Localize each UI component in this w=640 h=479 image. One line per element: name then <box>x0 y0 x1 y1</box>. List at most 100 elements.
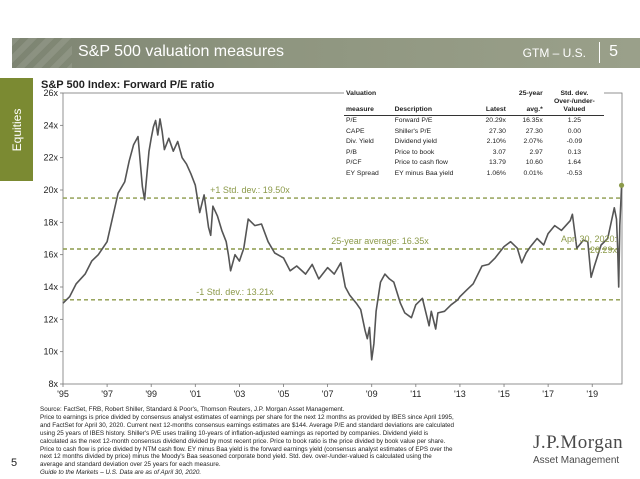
footnote-line: calculated as the next 12-month consensu… <box>40 437 446 445</box>
cell-latest: 3.07 <box>492 148 506 156</box>
footnote-line: Source: FactSet, FRB, Robert Shiller, St… <box>40 406 345 413</box>
cell-latest: 2.10% <box>486 138 506 145</box>
latest-point <box>618 182 625 188</box>
th-measure-1: Valuation <box>346 90 377 97</box>
cell-description: Price to book <box>394 148 435 156</box>
x-tick-label: '09 <box>366 389 378 399</box>
y-tick-label: 24x <box>43 120 58 130</box>
series-label: GTM – U.S. <box>522 46 586 60</box>
x-tick-label: '97 <box>101 389 113 399</box>
footnote-line: Price to earnings is price divided by co… <box>40 413 454 421</box>
header-divider <box>599 42 600 63</box>
reference-line-label: -1 Std. dev.: 13.21x <box>196 287 274 297</box>
reference-line-label: 25-year average: 16.35x <box>331 236 429 246</box>
cell-avg: 2.97 <box>529 148 543 156</box>
table-row: P/B Price to book 3.07 2.97 0.13 <box>344 148 604 159</box>
table-row: EY Spread EY minus Baa yield 1.06% 0.01% -0.… <box>344 169 604 180</box>
cell-measure: Div. Yield <box>346 138 374 145</box>
x-tick-label: '17 <box>542 389 554 399</box>
cell-description: Price to cash flow <box>394 159 448 166</box>
footnote-line: Price to cash flow is price divided by N… <box>40 445 453 453</box>
y-tick-label: 22x <box>43 153 58 163</box>
header-pattern <box>12 38 72 68</box>
cell-stddev: 0.00 <box>567 127 581 135</box>
footnote-line: using 25 years of IBES history. Shiller'… <box>40 429 429 437</box>
cell-stddev: 1.25 <box>567 117 581 124</box>
cell-stddev: -0.53 <box>566 169 583 177</box>
cell-avg: 10.60 <box>525 159 543 166</box>
cell-avg: 2.07% <box>523 138 543 145</box>
valuation-table: Valuation 25-year Std. dev. Over-/under-… <box>344 90 604 179</box>
th-stddev-1: Std. dev. <box>560 90 589 97</box>
cell-description: Dividend yield <box>394 138 437 145</box>
cell-stddev: 1.64 <box>567 159 581 166</box>
y-tick-label: 26x <box>43 88 58 98</box>
x-tick-label: '01 <box>189 389 201 399</box>
table-row: Div. Yield Dividend yield 2.10% 2.07% -0.09 <box>344 137 604 148</box>
x-tick-label: '03 <box>234 389 246 399</box>
plot-frame <box>62 92 623 385</box>
cell-stddev: -0.09 <box>566 138 583 145</box>
y-tick-label: 12x <box>43 314 58 324</box>
header-page-number: 5 <box>609 43 618 60</box>
x-tick-label: '13 <box>454 389 466 399</box>
header-banner: S&P 500 valuation measures GTM – U.S. 5 <box>12 38 640 68</box>
cell-avg: 16.35x <box>522 117 543 124</box>
y-tick-label: 8x <box>48 379 58 389</box>
footnote-line: and FactSet for April 30, 2020. Current … <box>40 421 454 429</box>
th-stddev-2: Over-/under- <box>553 98 595 105</box>
cell-measure: P/B <box>346 148 357 156</box>
y-tick-label: 10x <box>43 347 58 357</box>
cell-avg: 27.30 <box>525 127 543 135</box>
chart-title: S&P 500 Index: Forward P/E ratio <box>41 79 215 91</box>
slide-title: S&P 500 valuation measures <box>78 43 285 60</box>
footnote: Source: FactSet, FRB, Robert Shiller, St… <box>40 406 520 477</box>
pe-series-line <box>62 118 623 361</box>
x-tick-label: '05 <box>278 389 290 399</box>
table-row: CAPE Shiller's P/E 27.30 27.30 0.00 <box>344 127 604 138</box>
th-stddev-3: Valued <box>544 106 604 116</box>
y-tick-label: 14x <box>43 282 58 292</box>
cell-latest: 1.06% <box>486 169 506 177</box>
cell-avg: 0.01% <box>523 169 543 177</box>
jpmorgan-logo: J.P.Morgan Asset Management <box>533 432 623 466</box>
cell-latest: 27.30 <box>488 127 506 135</box>
th-avg-2: avg.* <box>507 106 545 116</box>
cell-description: Forward P/E <box>394 117 433 124</box>
cell-measure: P/CF <box>346 159 362 166</box>
th-latest: Latest <box>475 106 508 116</box>
th-description: Description <box>392 106 476 116</box>
th-avg-1: 25-year <box>518 90 543 97</box>
y-tick-label: 20x <box>43 185 58 195</box>
footnote-line: next 12 months divided by price) minus t… <box>40 453 432 461</box>
logo-name: J.P.Morgan <box>533 432 624 453</box>
cell-measure: P/E <box>346 117 357 124</box>
table-row: P/E Forward P/E 20.29x 16.35x 1.25 <box>344 116 604 127</box>
annotation-label: 20.29x <box>590 245 618 255</box>
th-measure-2: measure <box>344 106 393 116</box>
x-tick-label: '19 <box>586 389 598 399</box>
table-row: P/CF Price to cash flow 13.79 10.60 1.64 <box>344 158 604 169</box>
x-tick-label: '07 <box>322 389 334 399</box>
cell-stddev: 0.13 <box>567 148 581 156</box>
footnote-guide: Guide to the Markets – U.S. Data are as … <box>40 469 202 477</box>
section-tab: Equities <box>0 78 33 181</box>
x-tick-label: '15 <box>498 389 510 399</box>
cell-measure: EY Spread <box>346 169 379 177</box>
x-tick-label: '11 <box>410 389 421 399</box>
x-tick-label: '95 <box>57 389 69 399</box>
footnote-line: average and standard deviation over 25 y… <box>40 461 221 469</box>
cell-measure: CAPE <box>346 127 365 135</box>
annotation-label: Apr. 30, 2020: <box>561 234 617 244</box>
cell-description: Shiller's P/E <box>394 127 432 135</box>
cell-latest: 20.29x <box>485 117 506 124</box>
cell-latest: 13.79 <box>488 159 506 166</box>
page-number: 5 <box>11 457 18 469</box>
reference-line-label: +1 Std. dev.: 19.50x <box>210 185 290 195</box>
y-tick-label: 16x <box>43 250 58 260</box>
cell-description: EY minus Baa yield <box>394 169 454 177</box>
y-tick-label: 18x <box>43 217 58 227</box>
x-tick-label: '99 <box>145 389 157 399</box>
logo-subtitle: Asset Management <box>533 455 620 466</box>
